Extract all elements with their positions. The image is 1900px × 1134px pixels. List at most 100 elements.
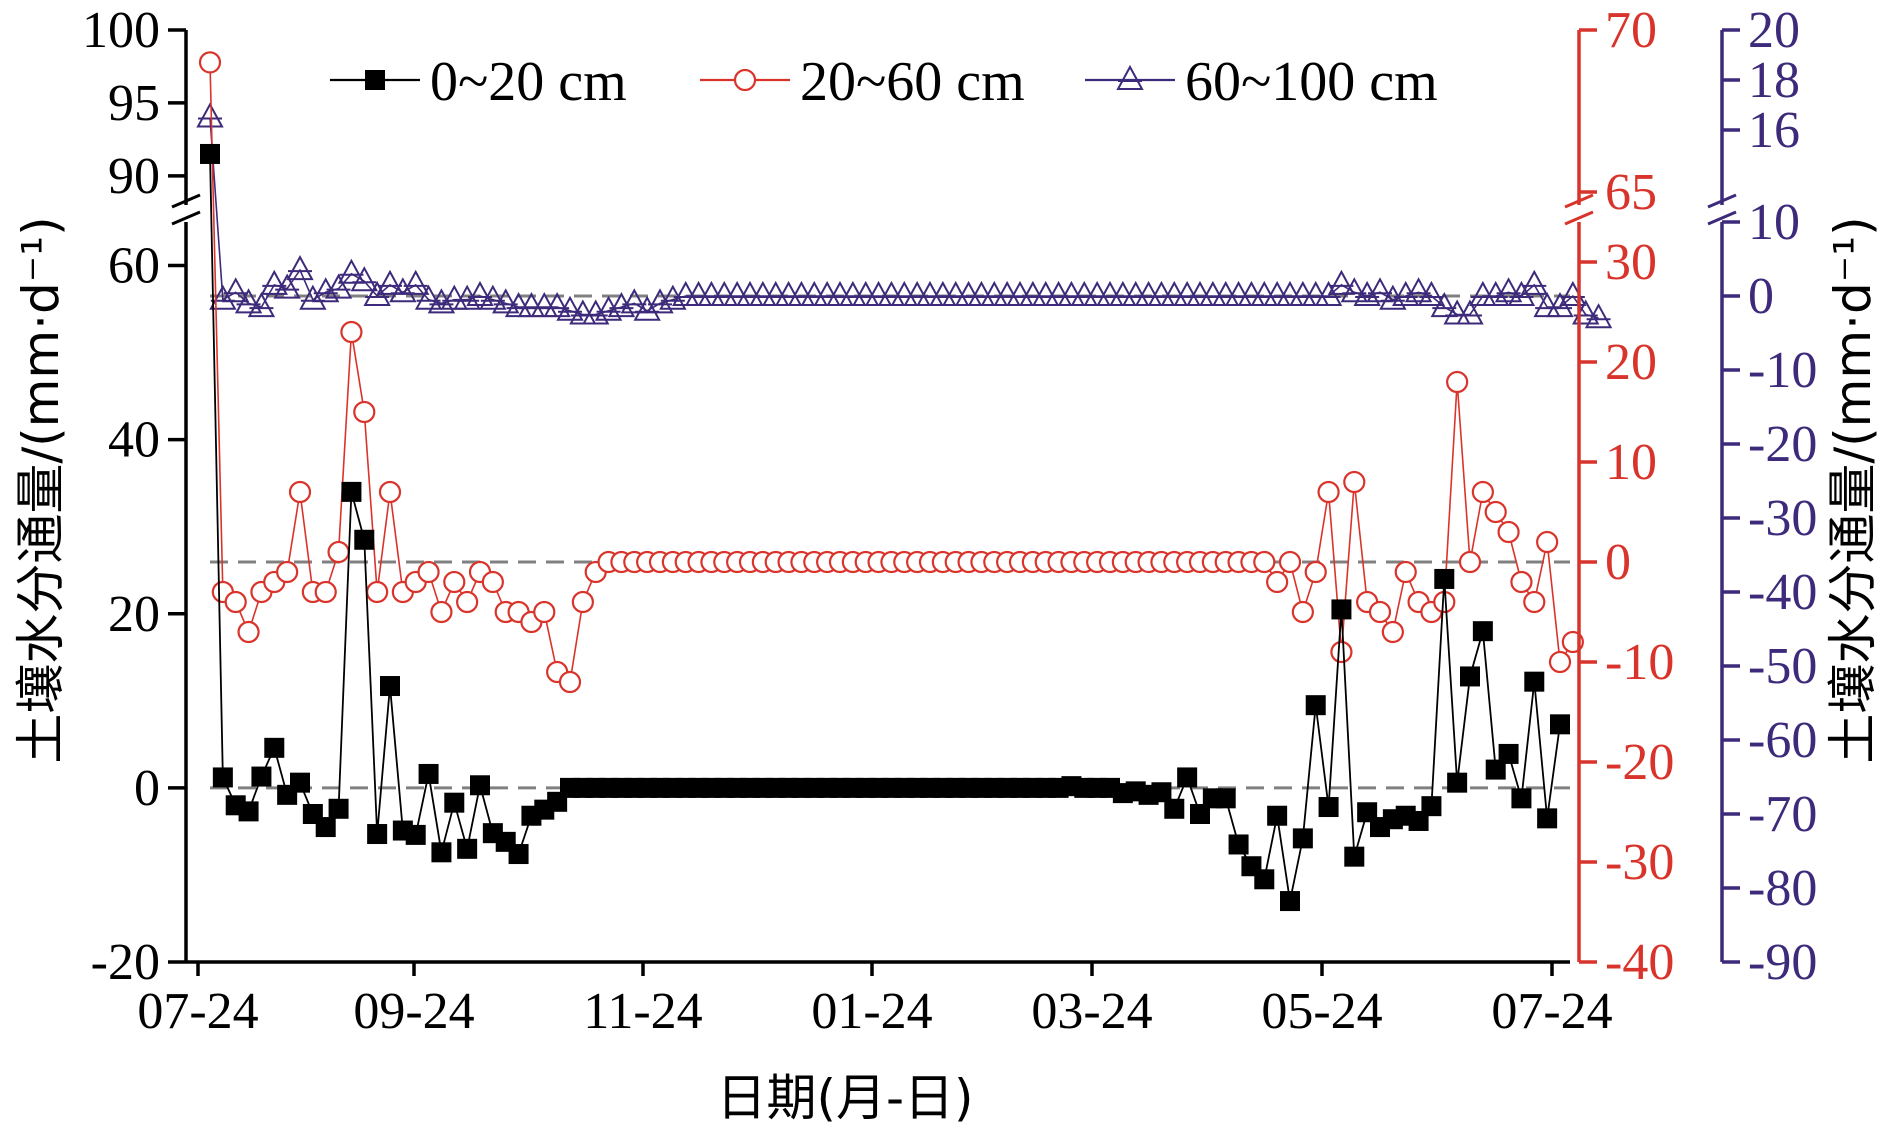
data-point	[405, 824, 426, 845]
data-point	[481, 570, 504, 594]
data-point	[942, 280, 970, 306]
data-point	[1250, 280, 1278, 306]
legend-marker	[365, 70, 385, 90]
right1-tick-label: -30	[1605, 834, 1674, 891]
data-point	[456, 590, 479, 614]
right2-tick-label: 18	[1748, 52, 1800, 109]
right1-tick-label: -10	[1605, 634, 1674, 691]
data-point	[315, 817, 336, 838]
x-tick-label: 03-24	[1031, 983, 1152, 1040]
data-point	[1327, 269, 1356, 295]
data-point	[903, 280, 931, 306]
right2-tick-label: -80	[1748, 860, 1817, 917]
data-point	[813, 280, 841, 306]
data-point	[1536, 530, 1559, 554]
data-point	[443, 570, 466, 594]
data-point	[324, 273, 353, 299]
data-point	[1263, 280, 1291, 306]
data-point	[1278, 550, 1302, 574]
data-point	[1253, 550, 1276, 574]
data-point	[457, 838, 478, 859]
data-point	[380, 676, 400, 697]
data-point	[1394, 560, 1417, 584]
right2-axis-break-mark	[1707, 210, 1737, 226]
data-point	[1433, 590, 1456, 614]
series-layer	[196, 51, 1613, 912]
right1-tick-label: 0	[1605, 534, 1631, 591]
data-point	[1497, 520, 1520, 544]
right2-tick-label: -50	[1748, 638, 1817, 695]
data-point	[633, 295, 661, 321]
data-point	[852, 280, 880, 306]
data-point	[247, 292, 276, 318]
data-point	[353, 400, 376, 424]
data-point	[367, 824, 388, 845]
data-point	[212, 767, 233, 788]
data-point	[1471, 480, 1494, 504]
data-point	[1096, 280, 1124, 306]
data-point	[264, 737, 285, 758]
data-point	[1237, 280, 1266, 306]
data-point	[1006, 280, 1034, 306]
data-point	[954, 280, 983, 306]
left-tick-label: -20	[91, 934, 160, 991]
data-point	[1147, 280, 1176, 306]
data-point	[839, 280, 867, 306]
right1-tick-label: 30	[1605, 234, 1657, 291]
data-point	[697, 280, 726, 306]
data-point	[1484, 500, 1507, 524]
data-point	[198, 51, 222, 74]
data-point	[1458, 550, 1482, 574]
data-point	[327, 540, 350, 564]
data-point	[1057, 280, 1086, 306]
data-point	[276, 560, 299, 584]
data-point	[1228, 834, 1249, 855]
right1-tick-label: 70	[1605, 2, 1657, 59]
data-point	[1266, 570, 1289, 594]
series-0-20-	[200, 143, 1570, 912]
data-point	[314, 580, 337, 604]
x-tick-label: 11-24	[583, 983, 702, 1040]
left-tick-label: 100	[82, 2, 160, 59]
data-point	[1472, 621, 1493, 642]
data-point	[736, 280, 764, 306]
data-point	[350, 266, 378, 292]
data-point	[1447, 772, 1468, 793]
right2-tick-label: -20	[1748, 416, 1817, 473]
data-point	[1186, 280, 1214, 306]
data-point	[341, 481, 362, 502]
data-point	[417, 560, 440, 584]
data-point	[378, 480, 402, 504]
data-point	[1173, 280, 1201, 306]
data-point	[533, 600, 556, 624]
data-point	[402, 269, 430, 295]
right-axis-title: 土壤水分通量/(mm·d⁻¹)	[1824, 216, 1882, 763]
data-point	[1421, 796, 1442, 817]
data-point	[620, 288, 648, 314]
right2-tick-label: 0	[1748, 268, 1774, 325]
data-point	[1254, 869, 1275, 890]
data-point	[1164, 798, 1185, 819]
right2-tick-label: -90	[1748, 934, 1817, 991]
data-point	[1550, 714, 1570, 735]
data-point	[1330, 640, 1353, 664]
data-point	[273, 273, 301, 299]
x-tick-label: 07-24	[137, 983, 258, 1040]
left-axis-break-mark	[171, 210, 201, 226]
data-point	[290, 772, 310, 793]
data-point	[1302, 280, 1330, 306]
data-point	[418, 763, 439, 784]
data-point	[558, 670, 582, 694]
data-point	[1460, 666, 1480, 687]
right1-axis-break-mark	[1564, 193, 1594, 209]
right2-tick-label: -60	[1748, 712, 1817, 769]
data-point	[376, 269, 404, 295]
data-point	[1292, 828, 1313, 849]
right1-tick-label: 20	[1605, 334, 1657, 391]
series-60-100-	[196, 102, 1613, 329]
data-point	[1434, 568, 1455, 589]
data-point	[251, 766, 272, 787]
right2-tick-label: 20	[1748, 2, 1800, 59]
data-point	[1537, 808, 1558, 829]
